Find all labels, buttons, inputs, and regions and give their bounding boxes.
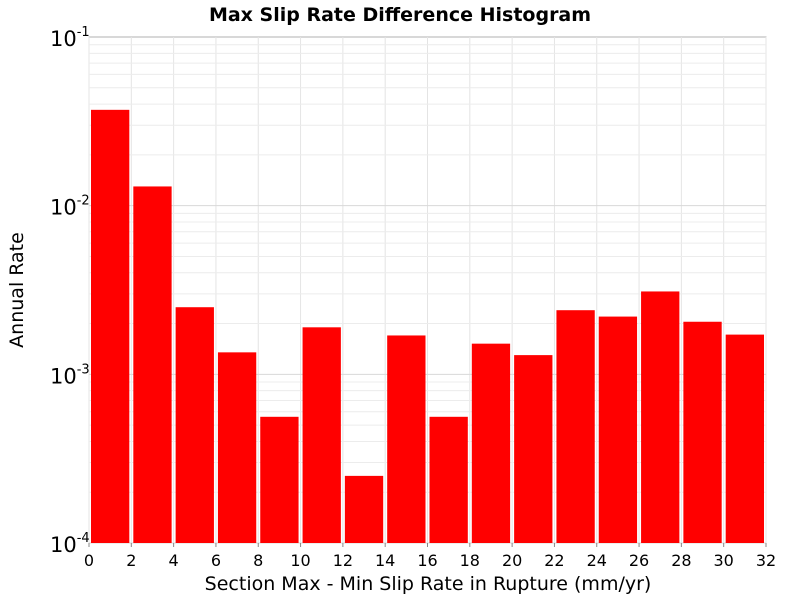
x-tick-label: 6: [211, 551, 221, 570]
y-tick-label: 10-3: [50, 362, 90, 388]
x-tick-label: 0: [84, 551, 94, 570]
y-tick-base: 10: [50, 196, 77, 220]
x-tick-label: 12: [333, 551, 353, 570]
histogram-bar: [217, 352, 257, 543]
histogram-bar: [387, 335, 426, 543]
histogram-bar: [302, 327, 341, 543]
x-axis-label: Section Max - Min Slip Rate in Rupture (…: [205, 573, 652, 595]
x-tick-label: 22: [544, 551, 564, 570]
histogram-bar: [725, 334, 764, 543]
x-tick-label: 8: [253, 551, 263, 570]
histogram-bar: [556, 310, 595, 543]
x-tick-label: 32: [756, 551, 776, 570]
histogram-bar: [514, 355, 553, 543]
y-tick-label: 10-1: [50, 25, 90, 51]
y-tick-exponent: -2: [77, 194, 90, 209]
x-tick-label: 26: [629, 551, 649, 570]
x-tick-label: 16: [417, 551, 437, 570]
x-tick-label: 30: [714, 551, 734, 570]
x-tick-label: 14: [375, 551, 395, 570]
y-axis-label: Annual Rate: [6, 232, 28, 348]
histogram-bar: [260, 416, 299, 543]
x-axis-ticks: 0 2 4 6 8 10 12 14 16 18 20 22 24 26 28 30 32: [84, 543, 776, 570]
y-axis-ticks: 10-110-210-310-4: [50, 25, 90, 557]
x-tick-label: 20: [502, 551, 522, 570]
chart-title: Max Slip Rate Difference Histogram: [209, 4, 591, 26]
histogram-bar: [133, 186, 172, 543]
y-tick-exponent: -1: [77, 25, 90, 40]
y-tick-base: 10: [50, 364, 77, 388]
histogram-bar: [471, 343, 511, 543]
x-tick-label: 28: [671, 551, 691, 570]
histogram-bar: [175, 307, 214, 543]
y-tick-label: 10-2: [50, 194, 90, 220]
y-tick-label: 10-4: [50, 531, 90, 557]
histogram-bar: [598, 316, 638, 543]
x-tick-label: 10: [290, 551, 310, 570]
y-tick-exponent: -3: [77, 362, 90, 377]
histogram-bar: [91, 109, 130, 543]
y-tick-exponent: -4: [77, 531, 90, 546]
histogram-bar: [429, 416, 468, 543]
histogram-bar: [344, 475, 384, 543]
x-tick-label: 2: [126, 551, 136, 570]
histogram-bar: [683, 321, 722, 543]
y-tick-base: 10: [50, 27, 77, 51]
bars: [91, 109, 764, 543]
y-tick-base: 10: [50, 533, 77, 557]
histogram-bar: [641, 291, 680, 543]
x-tick-label: 18: [460, 551, 480, 570]
x-tick-label: 4: [169, 551, 179, 570]
x-tick-label: 24: [587, 551, 607, 570]
